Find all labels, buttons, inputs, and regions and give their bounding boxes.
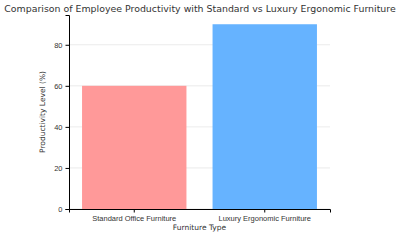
y-tick-label: 0 — [58, 205, 62, 214]
y-tick-label: 80 — [54, 41, 62, 50]
y-tick-label: 40 — [54, 123, 62, 132]
x-tick: Standard Office Furniture — [92, 209, 176, 223]
x-tick: Luxury Ergonomic Furniture — [218, 209, 311, 223]
y-tick-mark — [66, 45, 70, 46]
chart-title: Comparison of Employee Productivity with… — [4, 3, 396, 14]
y-tick-label: 20 — [54, 164, 62, 173]
x-axis: Standard Office Furniture Luxury Ergonomi… — [70, 209, 331, 223]
y-tick: 60 — [54, 82, 69, 91]
x-tick-label: Luxury Ergonomic Furniture — [218, 214, 311, 223]
y-tick: 20 — [54, 164, 69, 173]
y-axis-title: Productivity Level (%) — [38, 71, 47, 153]
x-axis-line — [70, 210, 331, 213]
x-tick-label: Standard Office Furniture — [92, 214, 176, 223]
bars — [82, 24, 317, 209]
y-tick-label: 60 — [54, 82, 62, 91]
chart: 0 20 40 60 80 Standard Office Furniture Luxury… — [0, 0, 400, 232]
y-axis: 0 20 40 60 80 — [54, 16, 69, 214]
x-axis-title: Furniture Type — [173, 223, 227, 232]
y-tick: 0 — [58, 205, 69, 214]
y-axis-line — [66, 16, 70, 210]
x-tick-mark — [264, 209, 265, 213]
x-tick-mark — [134, 209, 135, 213]
y-tick-mark — [66, 168, 70, 169]
y-tick-mark — [66, 86, 70, 87]
y-tick-mark — [66, 127, 70, 128]
bar — [213, 24, 317, 209]
bar — [82, 86, 186, 209]
plot-area: 0 20 40 60 80 Standard Office Furniture Luxury… — [54, 16, 330, 223]
y-tick: 40 — [54, 123, 69, 132]
y-tick-mark — [66, 209, 70, 210]
y-tick: 80 — [54, 41, 69, 50]
